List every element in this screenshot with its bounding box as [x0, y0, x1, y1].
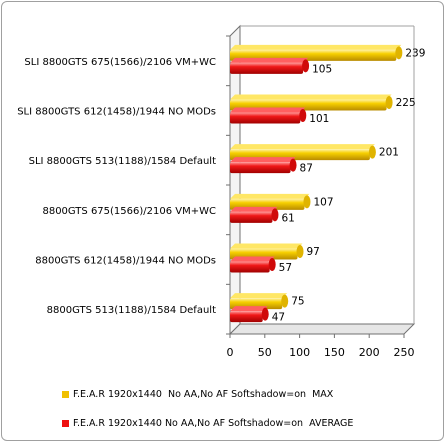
bar-average: [230, 112, 301, 124]
bar-max-top: [230, 44, 402, 50]
data-label: 225: [396, 97, 416, 109]
bar-average-cap: [261, 307, 269, 321]
bar-average-top: [230, 256, 275, 262]
category-label: 8800GTS 612(1458)/1944 NO MODs: [35, 256, 216, 267]
data-label: 61: [281, 212, 294, 224]
legend-label-average: F.E.A.R 1920x1440 No AA,No AF Softshadow…: [73, 418, 354, 429]
bar-average: [230, 311, 263, 323]
legend-item-max: F.E.A.R 1920x1440 No AA,No AF Softshadow…: [62, 389, 333, 400]
bar-max-top: [230, 193, 310, 199]
legend-item-average: F.E.A.R 1920x1440 No AA,No AF Softshadow…: [62, 418, 353, 429]
floor: [228, 323, 416, 335]
bar-max-cap: [296, 245, 304, 258]
bar-max-top: [230, 293, 288, 299]
x-tick-label: 200: [359, 346, 380, 359]
x-tick-label: 100: [289, 346, 310, 359]
bar-average-cap: [299, 109, 307, 122]
category-label: SLI 8800GTS 612(1458)/1944 NO MODs: [17, 107, 216, 118]
bar-max-cap: [281, 294, 289, 308]
bar-average-top: [230, 157, 296, 163]
bar-average: [230, 211, 273, 223]
category-label: SLI 8800GTS 513(1188)/1584 Default: [29, 156, 216, 167]
x-tick-label: 250: [394, 346, 415, 359]
data-label: 105: [312, 63, 332, 75]
data-label: 57: [279, 262, 292, 274]
bar-average-cap: [271, 208, 279, 222]
data-label: 239: [405, 47, 425, 59]
bar-average-top: [230, 107, 306, 113]
data-label: 87: [300, 163, 313, 175]
data-label: 107: [313, 196, 333, 208]
bar-max-top: [230, 243, 303, 249]
category-label: 8800GTS 675(1566)/2106 VM+WC: [42, 206, 216, 217]
data-label: 75: [291, 296, 304, 308]
category-label: SLI 8800GTS 675(1566)/2106 VM+WC: [24, 57, 216, 68]
bar-average-cap: [302, 59, 310, 73]
bar-max-top: [230, 144, 375, 150]
x-tick-label: 0: [227, 346, 234, 359]
bar-average-top: [230, 306, 268, 312]
bar-average-top: [230, 206, 278, 212]
bar-average: [230, 261, 270, 273]
bar-max-cap: [303, 195, 311, 209]
bar-max-top: [230, 94, 392, 100]
data-label: 97: [307, 246, 320, 258]
category-label: 8800GTS 513(1188)/1584 Default: [47, 305, 216, 316]
x-tick-label: 50: [258, 346, 272, 359]
legend-swatch-average: [62, 420, 69, 427]
bar-average: [230, 62, 304, 74]
data-label: 201: [379, 147, 399, 159]
bar-average-cap: [268, 258, 276, 271]
bar-max-cap: [385, 96, 393, 109]
legend-label-max: F.E.A.R 1920x1440 No AA,No AF Softshadow…: [73, 389, 334, 400]
x-tick-label: 150: [324, 346, 345, 359]
bar-max-cap: [395, 46, 403, 60]
bar-max-cap: [368, 145, 376, 159]
bar-average: [230, 162, 291, 174]
bar-average-cap: [289, 158, 297, 172]
legend-swatch-max: [62, 391, 69, 398]
data-label: 47: [272, 312, 285, 324]
data-label: 101: [309, 113, 329, 125]
bar-average-top: [230, 57, 309, 63]
